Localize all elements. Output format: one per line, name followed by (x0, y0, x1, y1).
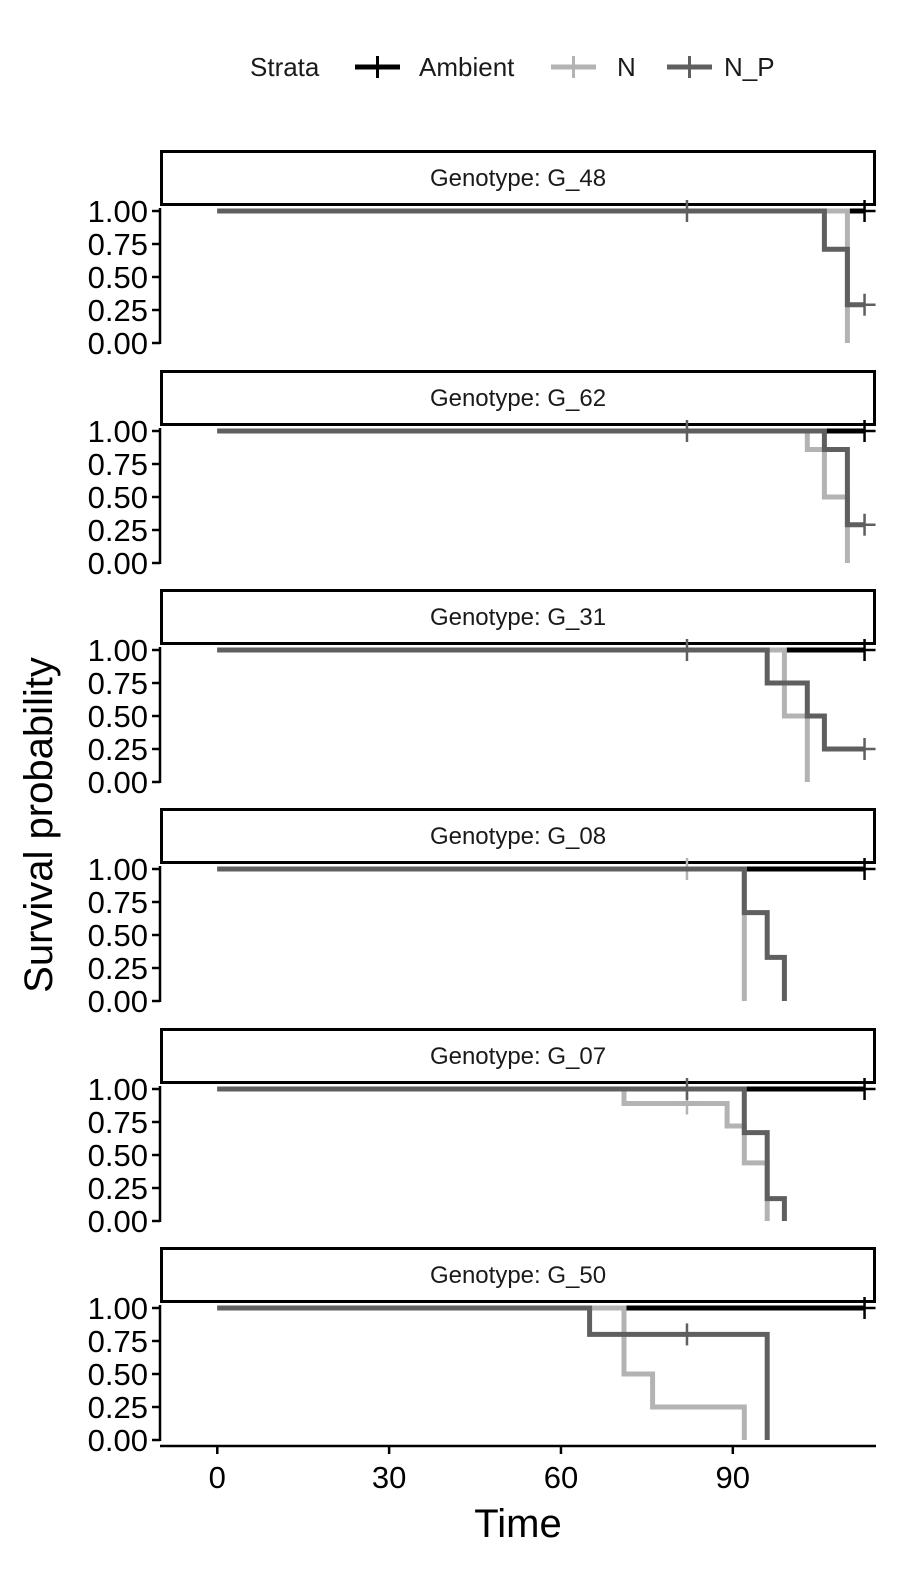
panel-2-y-tick-label: 0.25 (88, 513, 148, 548)
panel-1-y-tick-label: 1.00 (88, 194, 148, 229)
panel-2-series-n (217, 428, 850, 563)
panel-5-y-tick-label: 0.75 (88, 1105, 148, 1140)
panel-1-strip (160, 150, 876, 206)
panel-4-title: Genotype: G_08 (430, 823, 606, 850)
panel-4-strip (160, 808, 876, 864)
panel-5-series-n (217, 1086, 770, 1221)
legend-label-ambient: Ambient (419, 52, 515, 82)
panel-2-y-tick-label: 0.00 (88, 546, 148, 581)
x-tick-label: 30 (372, 1460, 406, 1495)
panel-5-series-n-p (217, 1086, 787, 1221)
panel-6-y-tick-label: 0.50 (88, 1357, 148, 1392)
panel-4-series-n-p (217, 866, 787, 1001)
x-tick-label: 90 (716, 1460, 750, 1495)
panel-4-y-tick-label: 0.75 (88, 885, 148, 920)
x-axis-title: Time (474, 1502, 561, 1546)
panel-6-y-tick-label: 1.00 (88, 1291, 148, 1326)
panel-5-y-tick-label: 1.00 (88, 1072, 148, 1107)
legend-label-n-p: N_P (724, 52, 775, 82)
panel-3-series-n-p (217, 647, 865, 752)
panel-4-y-tick-label: 0.25 (88, 951, 148, 986)
panel-1-series-n (217, 208, 850, 343)
panel-3-strip (160, 589, 876, 645)
panel-4-series-n (217, 866, 747, 1001)
panel-2-series-n-p (217, 428, 865, 528)
panel-6-y-tick-label: 0.25 (88, 1390, 148, 1425)
panel-6-strip (160, 1247, 876, 1303)
panel-2-y-tick-label: 0.50 (88, 480, 148, 515)
panel-6-y-tick-label: 0.00 (88, 1423, 148, 1458)
x-tick-label: 0 (209, 1460, 226, 1495)
panel-1-y-tick-label: 0.00 (88, 326, 148, 361)
panel-3-y-tick-label: 0.50 (88, 699, 148, 734)
panel-6-series-n (217, 1305, 747, 1440)
legend-title: Strata (250, 52, 320, 82)
panel-6-series-n-p (217, 1305, 770, 1440)
panel-2-y-tick-label: 1.00 (88, 414, 148, 449)
panel-1-series-n-p (217, 208, 865, 308)
panel-1-title: Genotype: G_48 (430, 165, 606, 192)
panel-2-strip (160, 370, 876, 426)
panel-4-y-tick-label: 1.00 (88, 852, 148, 887)
panel-3-y-tick-label: 1.00 (88, 633, 148, 668)
panel-5-title: Genotype: G_07 (430, 1043, 606, 1070)
panel-3-series-n (217, 647, 810, 782)
panel-5-strip (160, 1028, 876, 1084)
panel-1-y-tick-label: 0.50 (88, 260, 148, 295)
panel-1-y-tick-label: 0.75 (88, 227, 148, 262)
panel-3-y-tick-label: 0.25 (88, 732, 148, 767)
panel-2-y-tick-label: 0.75 (88, 447, 148, 482)
panel-5-y-tick-label: 0.50 (88, 1138, 148, 1173)
x-tick-label: 60 (544, 1460, 578, 1495)
panel-5-y-tick-label: 0.25 (88, 1171, 148, 1206)
panel-2-title: Genotype: G_62 (430, 385, 606, 412)
panel-3-y-tick-label: 0.00 (88, 765, 148, 800)
y-axis-title: Survival probability (17, 657, 61, 993)
panel-4-y-tick-label: 0.00 (88, 984, 148, 1019)
panel-4-y-tick-label: 0.50 (88, 918, 148, 953)
panel-6-title: Genotype: G_50 (430, 1262, 606, 1289)
panel-6-y-tick-label: 0.75 (88, 1324, 148, 1359)
panel-1-y-tick-label: 0.25 (88, 293, 148, 328)
legend-label-n: N (617, 52, 636, 82)
panel-3-y-tick-label: 0.75 (88, 666, 148, 701)
panel-3-title: Genotype: G_31 (430, 604, 606, 631)
panel-5-y-tick-label: 0.00 (88, 1204, 148, 1239)
